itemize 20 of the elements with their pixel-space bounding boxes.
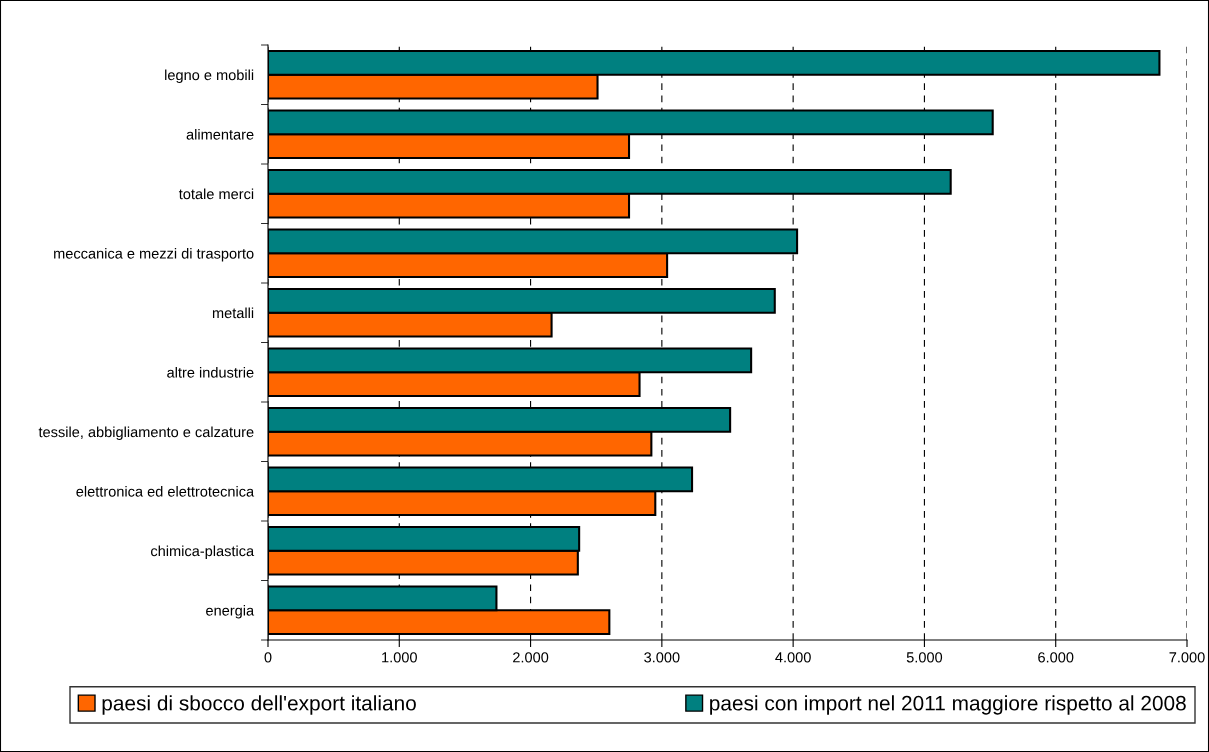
x-tick-label: 5.000 [906,652,943,663]
y-tick-label: elettronica ed elettrotecnica [76,485,255,497]
x-tick-label: 6.000 [1038,652,1074,663]
legend-label: paesi di sbocco dell'export italiano [102,695,416,715]
y-tick-label: altre industrie [167,366,254,378]
y-tick-label: tessile, abbigliamento e calzature [38,426,254,441]
x-tick-label: 7.000 [1169,652,1205,663]
x-tick-label: 4.000 [775,652,811,663]
y-tick-label: legno e mobili [165,69,254,84]
y-tick-label: energia [206,604,255,619]
x-tick-label: 0 [264,652,272,663]
legend-label: paesi con import nel 2011 maggiore rispetto al 2008 [710,695,1186,715]
x-tick-label: 3.000 [644,652,680,663]
x-tick-label: 2.000 [513,652,549,663]
y-tick-label: totale merci [178,188,254,200]
y-tick-label: meccanica e mezzi di trasporto [54,247,254,262]
y-tick-label: chimica-plastica [151,545,255,560]
y-tick-label: alimentare [186,128,254,140]
y-tick-label: metalli [212,307,254,319]
x-tick-label: 1.000 [382,652,417,663]
